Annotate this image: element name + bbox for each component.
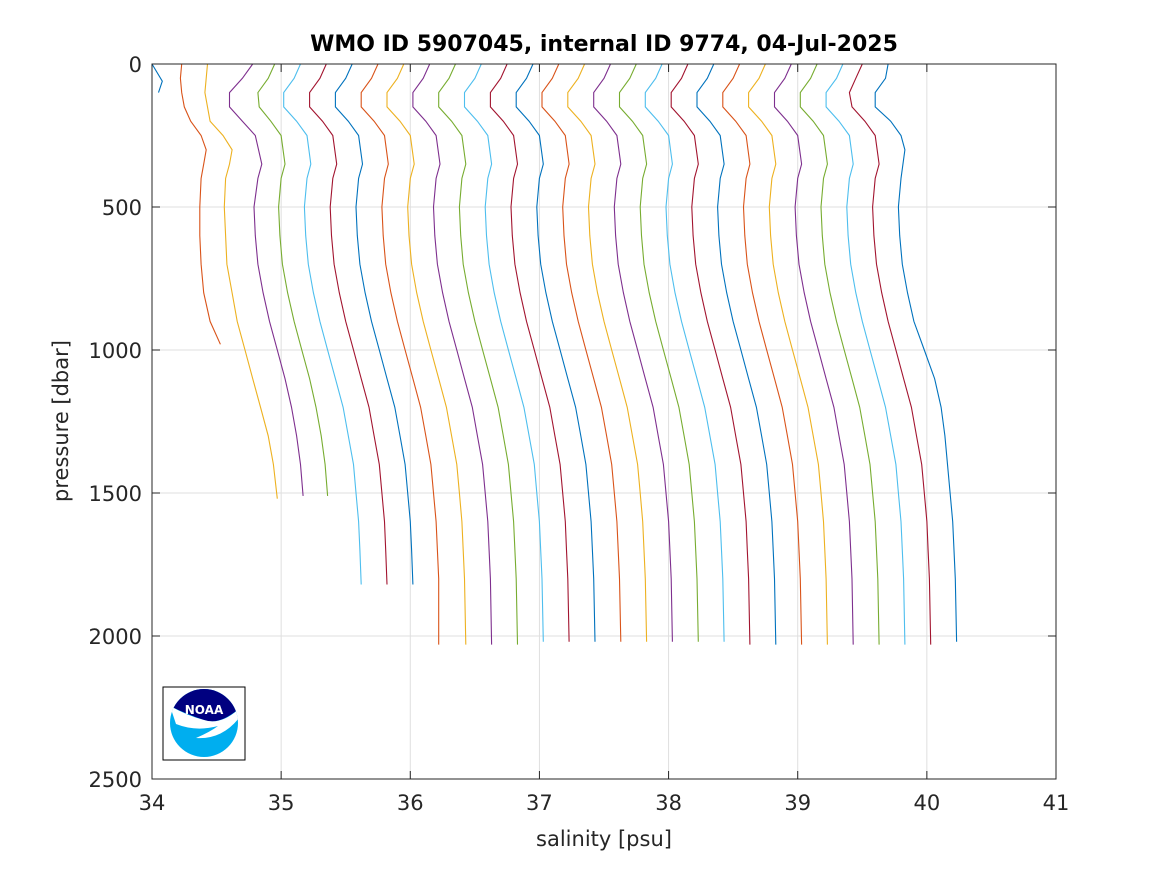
profile-line-14 xyxy=(489,63,570,642)
profile-line-27 xyxy=(825,63,906,645)
profile-lines xyxy=(151,63,958,645)
y-tick-label: 1000 xyxy=(89,339,142,363)
profile-line-28 xyxy=(848,63,932,645)
y-tick-label: 1500 xyxy=(89,482,142,506)
x-tick-label: 37 xyxy=(526,791,553,815)
noaa-logo: NOAA xyxy=(162,686,246,761)
profile-line-23 xyxy=(722,63,803,645)
x-tick-label: 38 xyxy=(655,791,682,815)
profile-line-11 xyxy=(412,63,493,645)
profile-line-21 xyxy=(670,63,751,645)
logo-text: NOAA xyxy=(185,703,224,717)
profile-line-13 xyxy=(463,63,544,642)
profile-line-10 xyxy=(386,63,467,645)
x-tick-label: 36 xyxy=(397,791,424,815)
x-tick-label: 40 xyxy=(913,791,940,815)
profile-line-12 xyxy=(438,63,519,645)
profile-line-2 xyxy=(179,63,221,345)
profile-line-16 xyxy=(541,63,622,642)
profile-line-7 xyxy=(309,63,388,585)
profile-line-19 xyxy=(618,63,699,642)
profile-line-3 xyxy=(204,63,278,499)
profile-line-24 xyxy=(748,63,828,645)
noaa-emblem-icon xyxy=(170,689,238,757)
x-tick-label: 35 xyxy=(268,791,295,815)
profile-line-4 xyxy=(228,63,304,496)
profile-line-26 xyxy=(799,63,880,645)
profile-line-17 xyxy=(567,63,648,642)
y-tick-label: 2500 xyxy=(89,768,142,792)
profile-line-1 xyxy=(151,63,163,93)
profile-line-29 xyxy=(874,63,958,642)
axis-ticks: 34 35 36 37 38 39 40 41 0 500 1000 1500 2000 2500 xyxy=(89,53,1070,815)
profile-line-20 xyxy=(644,63,725,642)
x-tick-label: 41 xyxy=(1043,791,1070,815)
x-axis-label: salinity [psu] xyxy=(536,827,672,851)
x-tick-label: 39 xyxy=(784,791,811,815)
y-tick-label: 500 xyxy=(102,196,142,220)
chart-title: WMO ID 5907045, internal ID 9774, 04-Jul… xyxy=(310,32,898,57)
y-axis-label: pressure [dbar] xyxy=(49,340,73,502)
profile-line-15 xyxy=(515,63,596,642)
profile-line-9 xyxy=(360,63,440,645)
profile-line-8 xyxy=(334,63,414,585)
x-tick-label: 34 xyxy=(139,791,166,815)
profile-line-22 xyxy=(696,63,777,645)
profile-line-25 xyxy=(773,63,854,645)
y-tick-label: 2000 xyxy=(89,625,142,649)
profile-line-5 xyxy=(257,63,329,496)
y-tick-label: 0 xyxy=(129,53,142,77)
profile-line-6 xyxy=(283,63,362,585)
axes-frame xyxy=(151,63,1057,780)
profile-line-18 xyxy=(593,63,673,642)
